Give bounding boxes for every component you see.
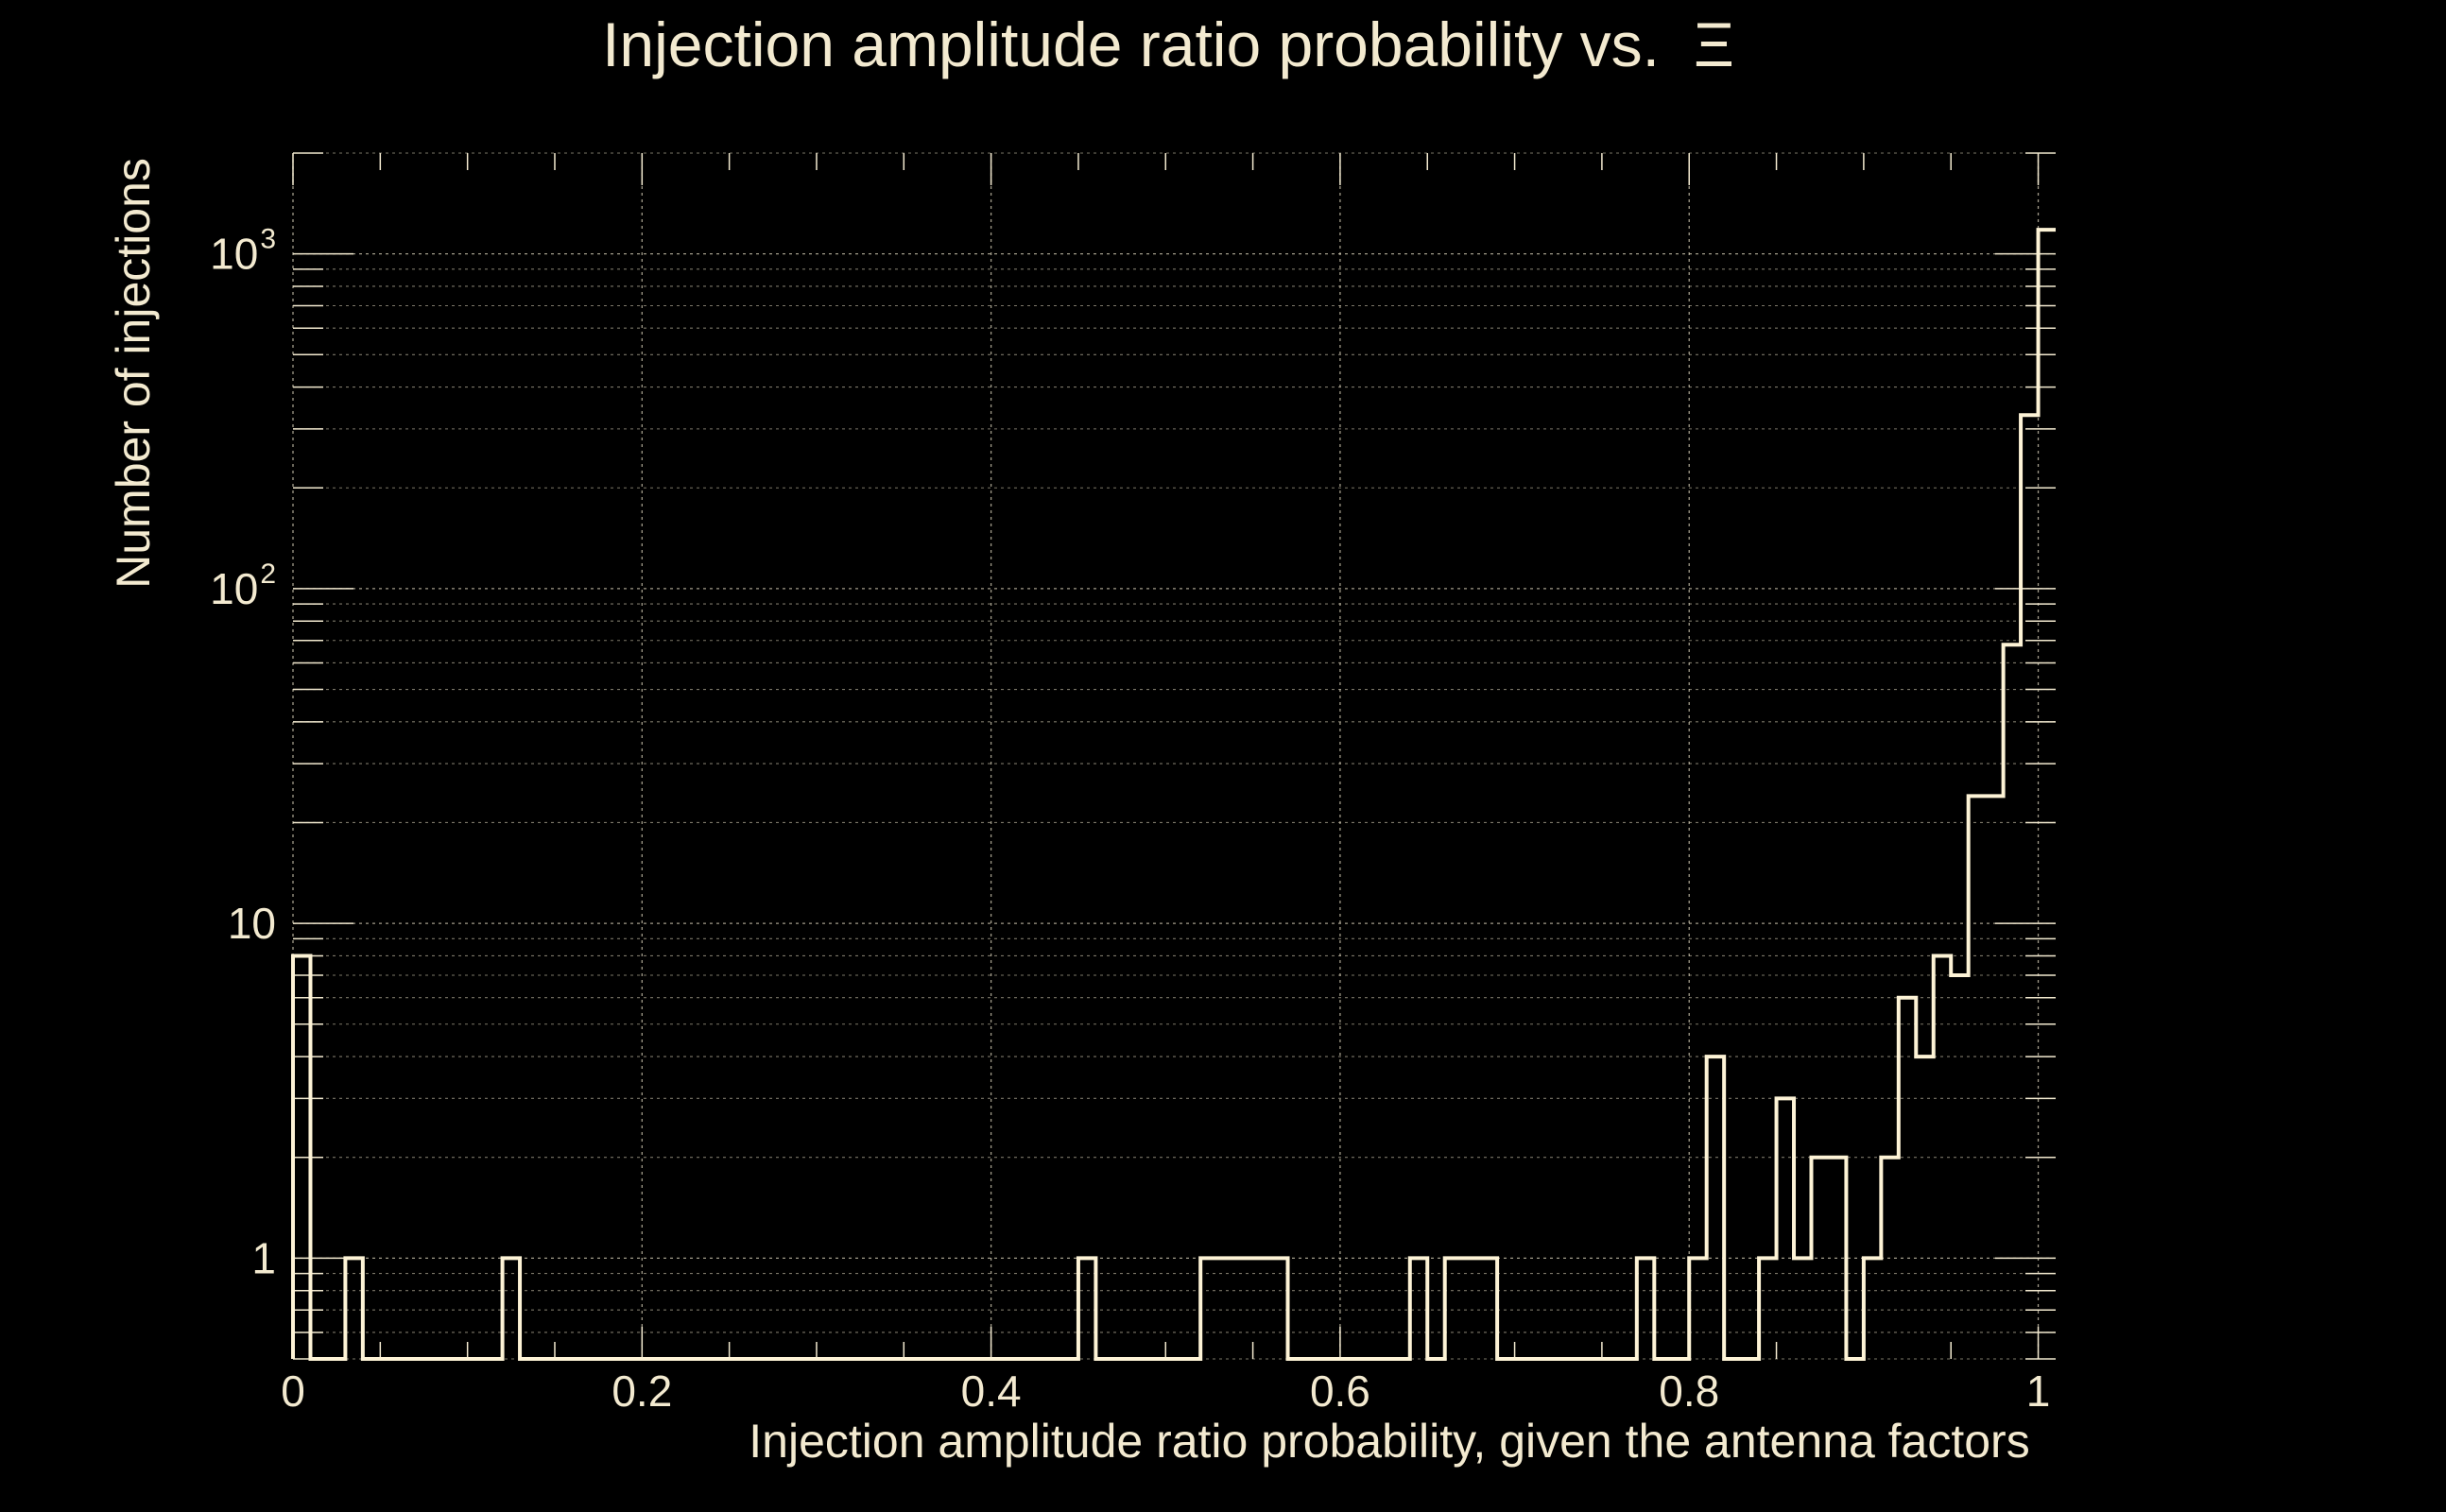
x-tick-label: 0.2 <box>612 1366 672 1416</box>
chart-title-text: Injection amplitude ratio probability vs… <box>602 9 1660 79</box>
histogram-step-line <box>291 228 2056 1361</box>
x-tick-labels: 0 0.2 0.4 0.6 0.8 1 <box>281 1366 2050 1416</box>
y-tick-label: 103 <box>210 224 276 279</box>
y-tick-label: 10 <box>228 899 276 948</box>
x-tick-label: 1 <box>2026 1366 2051 1416</box>
y-tick-labels: 1 10 102 103 <box>210 224 276 1283</box>
chart-title: Injection amplitude ratio probability vs… <box>602 9 1734 79</box>
grid-lines <box>292 152 2056 1360</box>
x-tick-label: 0.8 <box>1659 1366 1719 1416</box>
x-axis-label: Injection amplitude ratio probability, g… <box>749 1415 2029 1468</box>
x-tick-label: 0.4 <box>961 1366 1022 1416</box>
histogram-series <box>291 228 2056 1361</box>
y-tick-label: 1 <box>251 1233 276 1282</box>
y-tick-label: 102 <box>210 558 276 613</box>
y-axis-label: Number of injections <box>107 158 160 589</box>
chart-title-symbol: Ξ <box>1694 9 1734 79</box>
x-tick-label: 0.6 <box>1310 1366 1370 1416</box>
x-tick-label: 0 <box>281 1366 305 1416</box>
